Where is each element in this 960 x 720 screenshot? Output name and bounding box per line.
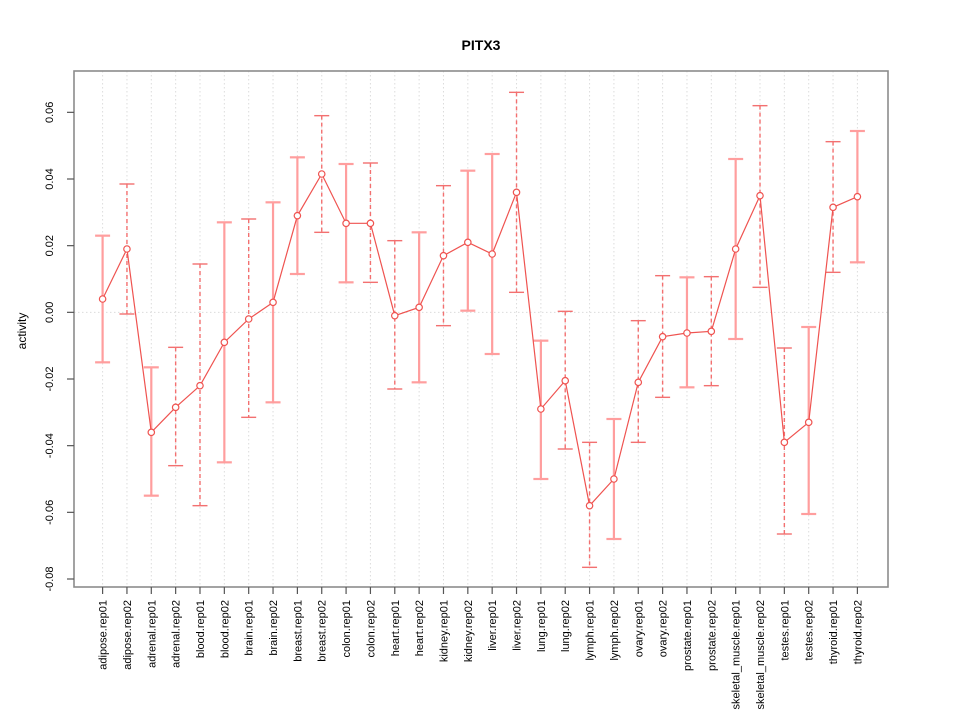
x-tick-label: thyroid.rep02 (852, 600, 864, 664)
x-tick-label: lung.rep02 (560, 600, 572, 652)
data-point-marker (780, 438, 789, 447)
x-tick-label: liver.rep01 (487, 600, 499, 651)
data-point-marker (707, 327, 716, 336)
x-tick-label: adipose.rep01 (98, 600, 110, 670)
x-tick-label: liver.rep02 (512, 600, 524, 651)
x-tick-label: ovary.rep01 (633, 600, 645, 657)
plot-border (73, 70, 889, 588)
data-point-marker (342, 219, 350, 228)
data-point-marker (512, 188, 521, 197)
x-tick-label: prostate.rep02 (706, 600, 718, 671)
x-tick-label: adrenal.rep01 (146, 600, 158, 668)
y-tick-label: -0.06 (44, 500, 56, 525)
data-point-marker (658, 332, 667, 341)
y-tick-label: 0.06 (44, 102, 56, 123)
y-tick-label: 0.00 (44, 302, 56, 323)
data-point-marker (123, 245, 131, 253)
data-point-marker (439, 251, 448, 260)
x-tick-label: kidney.rep01 (438, 600, 450, 662)
x-tick-label: brain.rep02 (268, 600, 280, 656)
data-point-marker (98, 295, 107, 303)
y-tick-label: 0.02 (44, 235, 56, 256)
data-point-marker (585, 501, 594, 510)
y-tick-label: -0.02 (44, 366, 56, 391)
data-point-marker (464, 238, 472, 247)
x-tick-label: colon.rep02 (365, 600, 377, 658)
data-point-marker (390, 311, 399, 320)
y-tick-label: -0.08 (44, 566, 56, 591)
data-point-marker (220, 338, 229, 347)
x-tick-label: blood.rep01 (195, 600, 207, 658)
x-tick-label: heart.rep01 (390, 600, 402, 656)
x-tick-label: adipose.rep02 (122, 600, 134, 670)
x-tick-label: thyroid.rep01 (828, 600, 840, 664)
data-point-marker (683, 329, 691, 337)
data-point-marker (829, 203, 837, 212)
x-tick-label: ovary.rep02 (658, 600, 670, 657)
data-point-marker (537, 405, 545, 413)
x-tick-label: colon.rep01 (341, 600, 353, 658)
data-point-marker (804, 418, 813, 427)
data-point-marker (244, 315, 253, 323)
data-point-marker (317, 170, 326, 178)
x-tick-label: skeletal_muscle.rep02 (755, 600, 767, 709)
data-point-marker (415, 303, 423, 312)
y-tick-label: 0.04 (44, 168, 56, 189)
x-tick-label: lymph.rep02 (609, 600, 621, 661)
data-point-marker (731, 245, 740, 253)
data-point-marker (488, 250, 496, 258)
data-point-marker (634, 378, 643, 387)
chart-title: PITX3 (461, 37, 501, 53)
x-tick-label: adrenal.rep02 (171, 600, 183, 668)
data-point-marker (366, 219, 375, 228)
data-point-marker (269, 298, 277, 307)
x-tick-label: breast.rep01 (292, 600, 304, 662)
x-tick-label: testes.rep02 (804, 600, 816, 661)
x-tick-label: kidney.rep02 (463, 600, 475, 662)
x-tick-label: lung.rep01 (536, 600, 548, 652)
x-tick-label: heart.rep02 (414, 600, 426, 656)
x-tick-label: skeletal_muscle.rep01 (731, 600, 743, 709)
x-tick-label: brain.rep01 (244, 600, 256, 656)
data-point-marker (147, 428, 156, 437)
data-point-marker (293, 211, 302, 220)
data-point-marker (610, 475, 618, 483)
data-point-marker (171, 403, 180, 412)
x-tick-label: prostate.rep01 (682, 600, 694, 671)
data-point-marker (853, 192, 862, 201)
data-point-marker (756, 191, 764, 200)
y-tick-label: -0.04 (44, 433, 56, 458)
series-line (102, 172, 858, 507)
x-tick-label: testes.rep01 (779, 600, 791, 661)
x-tick-label: blood.rep02 (219, 600, 231, 658)
data-point-marker (561, 376, 570, 385)
x-tick-label: breast.rep02 (317, 600, 329, 662)
x-tick-label: lymph.rep01 (585, 600, 597, 661)
data-point-marker (196, 381, 204, 390)
